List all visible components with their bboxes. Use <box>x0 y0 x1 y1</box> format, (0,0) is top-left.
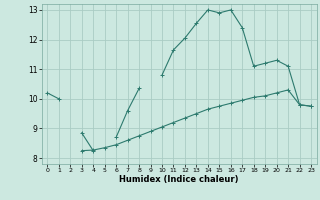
X-axis label: Humidex (Indice chaleur): Humidex (Indice chaleur) <box>119 175 239 184</box>
